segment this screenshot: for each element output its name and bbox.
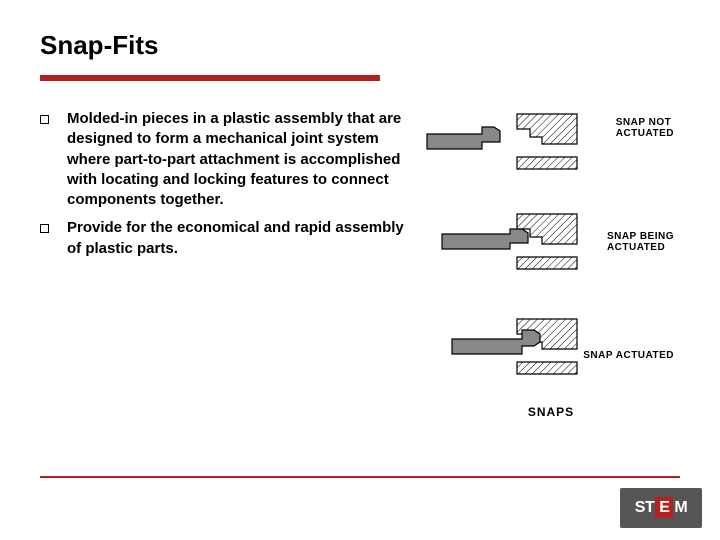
snap-stage-not-actuated: SNAP NOT ACTUATED bbox=[422, 109, 680, 184]
bullet-icon bbox=[40, 224, 49, 233]
snap-diagram: SNAP NOT ACTUATED SNAP BEING ACTUATED bbox=[422, 109, 680, 429]
snap-stage-label: SNAP BEING ACTUATED bbox=[607, 231, 674, 253]
list-item: Molded-in pieces in a plastic assembly t… bbox=[40, 109, 410, 210]
snap-illustration-icon bbox=[422, 209, 582, 279]
bullet-text: Molded-in pieces in a plastic assembly t… bbox=[67, 109, 410, 210]
bullets-column: Molded-in pieces in a plastic assembly t… bbox=[40, 109, 410, 429]
bullet-icon bbox=[40, 115, 49, 124]
snap-stage-label: SNAP NOT ACTUATED bbox=[616, 117, 674, 139]
diagram-caption: SNAPS bbox=[528, 405, 574, 419]
title-underline bbox=[40, 75, 380, 81]
snap-stage-label: SNAP ACTUATED bbox=[583, 350, 674, 361]
snap-stage-actuated: SNAP ACTUATED bbox=[422, 314, 680, 389]
snap-illustration-icon bbox=[422, 109, 582, 179]
page-title: Snap-Fits bbox=[40, 30, 680, 61]
snap-stage-being-actuated: SNAP BEING ACTUATED bbox=[422, 209, 680, 284]
snap-illustration-icon bbox=[422, 314, 582, 384]
content-area: Molded-in pieces in a plastic assembly t… bbox=[40, 109, 680, 429]
bullet-text: Provide for the economical and rapid ass… bbox=[67, 218, 410, 259]
bottom-rule bbox=[40, 476, 680, 478]
logo-text: STEM bbox=[635, 499, 687, 517]
list-item: Provide for the economical and rapid ass… bbox=[40, 218, 410, 259]
stem-logo: STEM bbox=[620, 488, 702, 528]
